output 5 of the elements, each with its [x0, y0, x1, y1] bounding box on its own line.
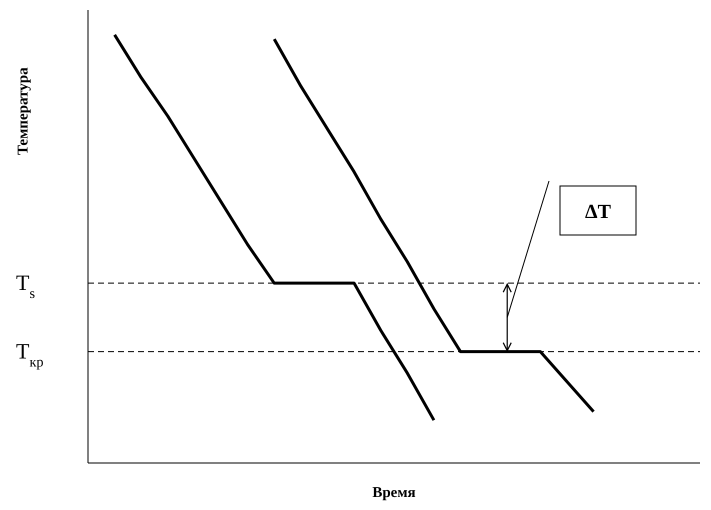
ref-line-label: T$_{кр}$: [16, 338, 44, 371]
x-axis-title: Время: [372, 485, 416, 501]
y-axis-title: Температура: [16, 66, 32, 155]
annotation: ΔT: [585, 201, 612, 223]
ref-line-label: T$_{s}$: [16, 270, 36, 302]
